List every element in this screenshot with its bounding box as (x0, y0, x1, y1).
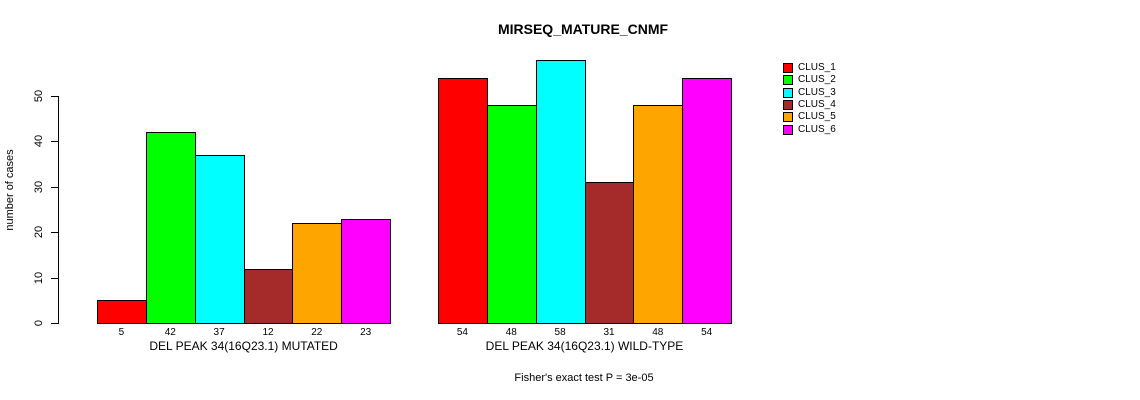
legend-item: CLUS_3 (783, 87, 836, 99)
y-tick-label: 20 (33, 226, 45, 239)
y-axis-label: number of cases (4, 149, 16, 231)
bar-value-label: 5 (118, 327, 125, 338)
legend-label: CLUS_6 (798, 123, 836, 135)
y-tick-label: 40 (33, 135, 45, 148)
bar-value-label: 12 (262, 327, 274, 338)
legend-swatch-icon (783, 87, 793, 98)
legend-item: CLUS_2 (783, 74, 836, 86)
y-tick-label: 50 (33, 89, 45, 103)
bar-value-label: 48 (505, 327, 517, 338)
bar-value-label: 23 (360, 327, 372, 338)
bar-clus_5 (292, 223, 343, 324)
y-axis-line (58, 96, 59, 324)
legend-item: CLUS_6 (783, 123, 836, 135)
bar-clus_6 (341, 218, 392, 324)
fisher-test-annotation: Fisher's exact test P = 3e-05 (514, 372, 654, 384)
bar-clus_4 (243, 268, 294, 324)
legend-label: CLUS_2 (798, 74, 836, 86)
legend-label: CLUS_3 (798, 86, 836, 98)
bar-clus_2 (486, 105, 537, 324)
legend-item: CLUS_4 (783, 99, 836, 111)
legend-swatch-icon (783, 124, 793, 135)
y-axis-tick (51, 277, 59, 279)
y-tick-label: 10 (33, 271, 45, 284)
bar-value-label: 48 (652, 327, 664, 338)
legend-label: CLUS_4 (798, 99, 836, 111)
legend-swatch-icon (783, 100, 793, 111)
legend-item: CLUS_5 (783, 111, 836, 123)
bar-value-label: 58 (554, 327, 566, 338)
x-axis-group-label: DEL PEAK 34(16Q23.1) MUTATED (149, 339, 338, 353)
legend-swatch-icon (783, 63, 793, 74)
y-axis-tick (51, 186, 59, 188)
legend-label: CLUS_5 (798, 111, 836, 123)
bar-value-label: 54 (456, 327, 468, 338)
bar-clus_5 (633, 105, 684, 324)
bar-clus_2 (145, 132, 196, 324)
bar-value-label: 31 (603, 327, 615, 338)
y-tick-label: 0 (33, 319, 45, 327)
y-tick-label: 30 (33, 180, 45, 193)
legend-swatch-icon (783, 112, 793, 123)
y-axis-tick (51, 96, 59, 97)
bar-clus_3 (194, 155, 245, 324)
legend-label: CLUS_1 (798, 62, 836, 74)
legend-swatch-icon (783, 75, 793, 86)
legend: CLUS_1 CLUS_2 CLUS_3 CLUS_4 CLUS_5 CLUS_6 (783, 62, 836, 136)
bar-clus_1 (438, 77, 488, 324)
bar-value-label: 22 (311, 327, 323, 338)
y-axis-tick (51, 323, 59, 324)
bar-clus_6 (682, 77, 733, 324)
legend-item: CLUS_1 (783, 62, 836, 74)
bar-value-label: 42 (164, 327, 176, 338)
chart-title: MIRSEQ_MATURE_CNMF (497, 21, 669, 37)
bar-clus_4 (584, 182, 635, 324)
bar-clus_1 (97, 300, 147, 324)
y-axis-tick (51, 232, 59, 234)
bar-value-label: 54 (701, 327, 713, 338)
x-axis-group-label: DEL PEAK 34(16Q23.1) WILD-TYPE (485, 339, 684, 353)
bar-value-label: 37 (213, 327, 225, 338)
bar-clus_3 (535, 59, 586, 324)
y-axis-tick (51, 141, 59, 143)
